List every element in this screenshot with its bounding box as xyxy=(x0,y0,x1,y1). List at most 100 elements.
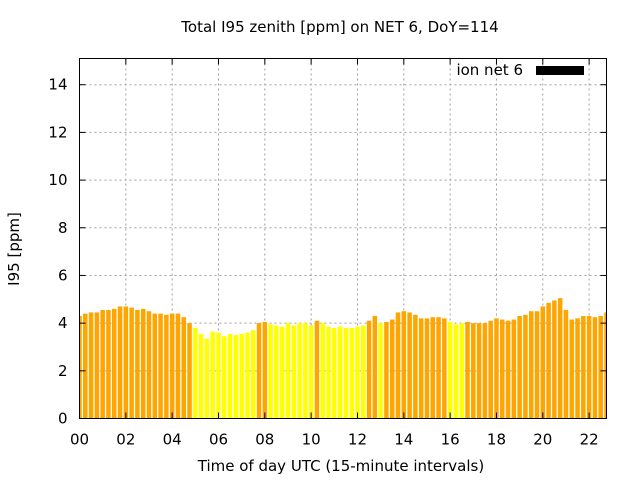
bar xyxy=(528,311,534,419)
bar xyxy=(476,323,482,419)
x-tick-label: 12 xyxy=(348,431,367,449)
y-tick-label: 12 xyxy=(48,123,67,141)
bar xyxy=(100,310,105,419)
bar xyxy=(430,317,436,419)
bar xyxy=(164,314,169,419)
bar xyxy=(279,326,285,419)
bar xyxy=(94,312,100,419)
bar xyxy=(274,325,279,419)
bar xyxy=(239,333,244,419)
legend: ion net 6 xyxy=(456,61,584,79)
bar xyxy=(505,320,511,419)
bar xyxy=(355,326,360,419)
x-tick-label: 00 xyxy=(70,431,89,449)
bar xyxy=(129,307,134,419)
legend-swatch xyxy=(536,66,584,75)
bar xyxy=(297,323,302,419)
bar xyxy=(140,308,146,419)
bar xyxy=(546,302,551,419)
bar xyxy=(181,317,187,419)
x-tick-label: 18 xyxy=(487,431,506,449)
bar xyxy=(314,320,320,419)
bar xyxy=(106,310,111,419)
bar xyxy=(395,312,401,419)
bar xyxy=(598,315,603,419)
bar xyxy=(117,306,123,419)
legend-label: ion net 6 xyxy=(456,61,523,79)
bar xyxy=(204,338,210,419)
bar xyxy=(552,300,557,419)
bar xyxy=(592,317,598,419)
bar xyxy=(453,324,459,419)
bar xyxy=(227,333,233,419)
bar xyxy=(401,311,407,419)
x-tick-label: 04 xyxy=(163,431,182,449)
y-tick-label: 14 xyxy=(48,76,67,94)
bar xyxy=(83,313,88,419)
y-tick-label: 0 xyxy=(58,410,68,428)
y-axis-label: I95 [ppm] xyxy=(5,212,23,286)
bar xyxy=(581,315,586,419)
bar xyxy=(233,335,239,419)
bar xyxy=(517,315,522,419)
bar xyxy=(285,323,291,419)
bar xyxy=(250,330,256,419)
bar xyxy=(366,320,372,419)
bar xyxy=(586,315,592,419)
x-tick-label: 06 xyxy=(209,431,228,449)
plot-frame xyxy=(79,58,607,419)
bar xyxy=(308,325,314,419)
bar xyxy=(146,311,152,419)
bar xyxy=(303,323,308,419)
y-tick-label: 6 xyxy=(58,266,68,284)
bar xyxy=(482,323,488,419)
bar xyxy=(384,321,389,419)
bar xyxy=(378,323,383,419)
bar xyxy=(291,325,297,419)
bar xyxy=(216,332,221,419)
bar xyxy=(349,327,354,419)
x-axis-label: Time of day UTC (15-minute intervals) xyxy=(197,457,484,475)
bar xyxy=(499,319,505,419)
bar xyxy=(198,333,204,419)
bar xyxy=(442,318,447,419)
bar xyxy=(407,312,412,419)
bar xyxy=(459,323,464,419)
y-tick-label: 10 xyxy=(48,171,67,189)
bar xyxy=(337,326,343,419)
bar xyxy=(262,321,268,419)
x-tick-label: 08 xyxy=(255,431,274,449)
bar xyxy=(557,298,563,419)
bar xyxy=(372,315,378,419)
x-tick-label: 02 xyxy=(116,431,135,449)
bar xyxy=(152,313,158,419)
bar xyxy=(268,324,273,419)
bar xyxy=(494,318,499,419)
bar xyxy=(175,313,181,419)
bar xyxy=(320,323,325,419)
x-tick-label: 16 xyxy=(441,431,460,449)
bar xyxy=(111,308,117,419)
bar xyxy=(436,317,441,419)
bar xyxy=(88,312,94,419)
bar xyxy=(534,311,540,419)
bar xyxy=(245,332,250,419)
y-tick-label: 2 xyxy=(58,362,68,380)
bar xyxy=(187,323,192,419)
bar xyxy=(169,313,175,419)
bar xyxy=(222,336,227,419)
bar xyxy=(424,318,430,419)
bar xyxy=(135,310,140,419)
x-tick-label: 20 xyxy=(533,431,552,449)
bar xyxy=(193,327,198,419)
x-tick-label: 10 xyxy=(302,431,321,449)
bar xyxy=(569,319,575,419)
bar xyxy=(79,315,82,419)
bar xyxy=(326,326,331,419)
bar xyxy=(523,314,528,419)
bar xyxy=(511,319,517,419)
bar xyxy=(210,331,215,419)
y-tick-label: 8 xyxy=(58,219,68,237)
x-tick-label: 22 xyxy=(580,431,599,449)
